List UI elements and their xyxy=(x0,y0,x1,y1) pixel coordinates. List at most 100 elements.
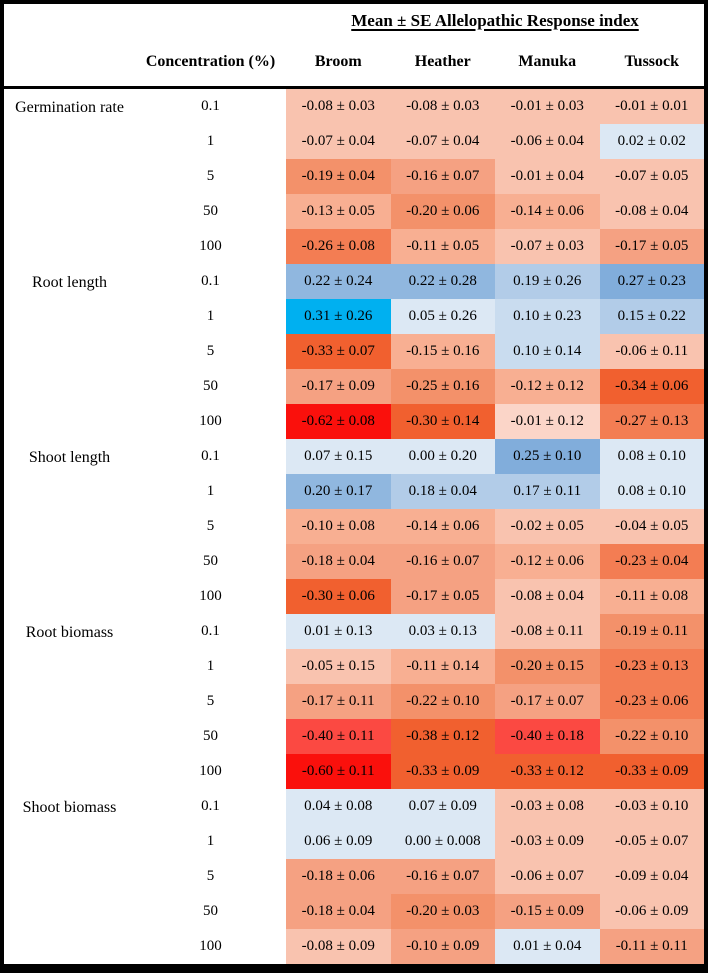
heatmap-cell: 0.10 ± 0.23 xyxy=(495,299,600,334)
concentration-value: 0.1 xyxy=(201,623,220,639)
heatmap-cell: -0.18 ± 0.04 xyxy=(286,894,391,929)
table-header: Mean ± SE Allelopathic Response index Co… xyxy=(4,4,704,89)
heatmap-cell: -0.33 ± 0.09 xyxy=(599,754,704,789)
concentration-value: 100 xyxy=(199,763,222,779)
heatmap-cell: 0.01 ± 0.04 xyxy=(495,929,600,964)
heatmap-cell: -0.06 ± 0.11 xyxy=(599,334,704,369)
heatmap-cell: 0.19 ± 0.26 xyxy=(495,264,600,299)
heatmap-cell: -0.11 ± 0.11 xyxy=(599,929,704,964)
heatmap-cell: -0.07 ± 0.04 xyxy=(286,124,391,159)
row-group-label: Root biomass xyxy=(25,624,114,641)
heatmap-cell: -0.09 ± 0.04 xyxy=(599,859,704,894)
concentration-value: 1 xyxy=(206,308,215,324)
concentration-value: 1 xyxy=(206,658,215,674)
column-header-heather: Heather xyxy=(414,53,471,70)
heatmap-cell: -0.08 ± 0.09 xyxy=(286,929,391,964)
row-group-label: Shoot biomass xyxy=(22,799,117,816)
concentration-value: 5 xyxy=(206,693,215,709)
heatmap-cell: -0.08 ± 0.03 xyxy=(390,89,495,124)
heatmap-cell: -0.19 ± 0.11 xyxy=(599,614,704,649)
heatmap-cell: -0.13 ± 0.05 xyxy=(286,194,391,229)
heatmap-cell: -0.06 ± 0.09 xyxy=(599,894,704,929)
heatmap-cell: -0.16 ± 0.07 xyxy=(390,859,495,894)
heatmap-cell: -0.23 ± 0.06 xyxy=(599,684,704,719)
heatmap-cell: -0.08 ± 0.03 xyxy=(286,89,391,124)
heatmap-cell: -0.33 ± 0.07 xyxy=(286,334,391,369)
heatmap-cell: 0.15 ± 0.22 xyxy=(599,299,704,334)
column-header-broom: Broom xyxy=(314,53,362,70)
heatmap-cell: 0.27 ± 0.23 xyxy=(599,264,704,299)
heatmap-cell: -0.06 ± 0.07 xyxy=(495,859,600,894)
heatmap-cell: -0.11 ± 0.05 xyxy=(390,229,495,264)
heatmap-cell: -0.20 ± 0.15 xyxy=(495,649,600,684)
row-group-label: Germination rate xyxy=(15,99,124,116)
heatmap-cell: -0.10 ± 0.09 xyxy=(390,929,495,964)
heatmap-cell: -0.17 ± 0.09 xyxy=(286,369,391,404)
heatmap-cell: 0.25 ± 0.10 xyxy=(495,439,600,474)
concentration-value: 5 xyxy=(206,168,215,184)
column-header-tussock: Tussock xyxy=(624,53,680,70)
heatmap-cell: 0.17 ± 0.11 xyxy=(495,474,600,509)
heatmap-cell: -0.33 ± 0.09 xyxy=(390,754,495,789)
heatmap-cell: -0.15 ± 0.09 xyxy=(495,894,600,929)
row-group-label: Root length xyxy=(31,274,108,291)
heatmap-cell: 0.04 ± 0.08 xyxy=(286,789,391,824)
heatmap-cell: 0.20 ± 0.17 xyxy=(286,474,391,509)
row-group-label: Shoot length xyxy=(28,449,111,466)
heatmap-cell: 0.10 ± 0.14 xyxy=(495,334,600,369)
heatmap-cell: 0.00 ± 0.008 xyxy=(390,824,495,859)
heatmap-cell: 0.01 ± 0.13 xyxy=(286,614,391,649)
heatmap-cell: -0.11 ± 0.08 xyxy=(599,579,704,614)
heatmap-cell: -0.15 ± 0.16 xyxy=(390,334,495,369)
heatmap-cell: -0.01 ± 0.03 xyxy=(495,89,600,124)
heatmap-cell: -0.05 ± 0.15 xyxy=(286,649,391,684)
heatmap-cell: 0.22 ± 0.24 xyxy=(286,264,391,299)
heatmap-cell: -0.34 ± 0.06 xyxy=(599,369,704,404)
concentration-value: 1 xyxy=(206,833,215,849)
heatmap-cell: -0.38 ± 0.12 xyxy=(390,719,495,754)
heatmap-cell: -0.01 ± 0.04 xyxy=(495,159,600,194)
concentration-value: 0.1 xyxy=(201,798,220,814)
heatmap-cell: -0.16 ± 0.07 xyxy=(390,544,495,579)
heatmap-cell: -0.40 ± 0.11 xyxy=(286,719,391,754)
heatmap-cell: 0.02 ± 0.02 xyxy=(599,124,704,159)
concentration-value: 0.1 xyxy=(201,273,220,289)
concentration-value: 100 xyxy=(199,238,222,254)
heatmap-cell: 0.22 ± 0.28 xyxy=(390,264,495,299)
heatmap-cell: 0.05 ± 0.26 xyxy=(390,299,495,334)
heatmap-cell: -0.23 ± 0.04 xyxy=(599,544,704,579)
heatmap-cell: -0.10 ± 0.08 xyxy=(286,509,391,544)
heatmap-cell: -0.60 ± 0.11 xyxy=(286,754,391,789)
heatmap-cell: -0.18 ± 0.04 xyxy=(286,544,391,579)
heatmap-cell: -0.02 ± 0.05 xyxy=(495,509,600,544)
heatmap-cell: -0.14 ± 0.06 xyxy=(495,194,600,229)
concentration-value: 0.1 xyxy=(201,98,220,114)
heatmap-cell: -0.03 ± 0.10 xyxy=(599,789,704,824)
concentration-value: 100 xyxy=(199,413,222,429)
heatmap-cell: 0.07 ± 0.15 xyxy=(286,439,391,474)
heatmap-cell: -0.17 ± 0.05 xyxy=(599,229,704,264)
concentration-value: 50 xyxy=(203,553,218,569)
heatmap-cell: 0.03 ± 0.13 xyxy=(390,614,495,649)
heatmap-cell: -0.08 ± 0.11 xyxy=(495,614,600,649)
heatmap-cell: -0.04 ± 0.05 xyxy=(599,509,704,544)
heatmap-cell: -0.12 ± 0.12 xyxy=(495,369,600,404)
heatmap-cell: -0.03 ± 0.08 xyxy=(495,789,600,824)
heatmap-cell: 0.07 ± 0.09 xyxy=(390,789,495,824)
heatmap-cell: 0.08 ± 0.10 xyxy=(599,439,704,474)
heatmap-cell: -0.12 ± 0.06 xyxy=(495,544,600,579)
heatmap-cell: -0.33 ± 0.12 xyxy=(495,754,600,789)
concentration-value: 50 xyxy=(203,378,218,394)
heatmap-cell: -0.19 ± 0.04 xyxy=(286,159,391,194)
table-title: Mean ± SE Allelopathic Response index xyxy=(351,11,639,30)
heatmap-cell: -0.01 ± 0.12 xyxy=(495,404,600,439)
heatmap-cell: -0.16 ± 0.07 xyxy=(390,159,495,194)
heatmap-cell: -0.22 ± 0.10 xyxy=(390,684,495,719)
heatmap-cell: 0.31 ± 0.26 xyxy=(286,299,391,334)
heatmap-cell: -0.14 ± 0.06 xyxy=(390,509,495,544)
heatmap-cell: -0.30 ± 0.06 xyxy=(286,579,391,614)
heatmap-cell: -0.08 ± 0.04 xyxy=(599,194,704,229)
heatmap-cell: -0.17 ± 0.05 xyxy=(390,579,495,614)
concentration-value: 50 xyxy=(203,728,218,744)
